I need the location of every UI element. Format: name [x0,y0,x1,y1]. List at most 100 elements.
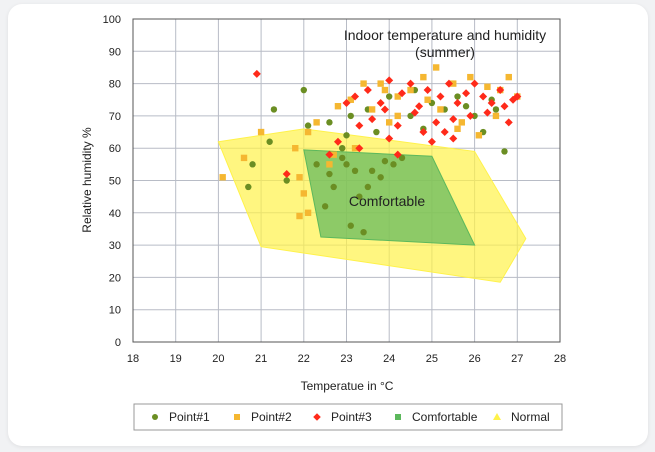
point-point3 [363,86,372,95]
point-point1 [326,119,333,126]
legend-marker-comfortable [395,414,401,420]
y-tick-label: 80 [109,79,121,91]
point-point3 [423,86,432,95]
y-tick-label: 70 [109,111,121,123]
legend-marker-normal [493,413,501,420]
region-comfortable [303,149,476,246]
point-point3 [432,118,441,127]
x-tick-label: 21 [255,353,267,365]
point-point1 [339,154,346,162]
point-point1 [381,157,389,165]
point-point3 [462,89,471,98]
x-axis-label: Temperatue in °C [301,379,394,393]
point-point1 [373,128,380,136]
point-point2 [360,80,367,87]
point-point3 [393,121,402,130]
point-point2 [313,119,320,126]
plot-frame [132,18,561,343]
point-point2 [219,174,226,181]
point-point3 [453,98,462,107]
x-tick-label: 28 [554,353,566,365]
point-point3 [398,89,407,98]
point-point3 [479,92,488,101]
point-point1 [501,148,508,155]
point-point1 [283,177,290,184]
point-point2 [292,145,299,152]
x-tick-label: 26 [468,353,480,365]
point-point3 [333,137,342,146]
legend-label: Point#1 [169,410,210,424]
point-point2 [300,190,307,197]
point-point2 [334,103,342,110]
point-point2 [330,151,337,158]
point-point3 [406,79,415,88]
point-point2 [432,64,440,71]
point-point1 [313,161,320,168]
point-point3 [385,134,394,143]
point-point2 [505,73,512,81]
y-tick-label: 90 [109,46,121,58]
point-point1 [462,103,470,110]
legend-label: Normal [511,410,550,424]
point-point1 [377,174,384,181]
point-point3 [282,170,291,179]
point-point1 [245,183,252,191]
point-point2 [458,119,465,126]
point-point1 [364,183,372,191]
y-tick-label: 50 [109,176,121,188]
point-point2 [424,96,431,103]
x-tick-label: 24 [383,353,395,365]
point-point1 [351,167,359,175]
point-point2 [296,212,303,220]
point-point2 [240,154,248,162]
point-point2 [351,145,359,152]
point-point1 [330,183,337,191]
tick-labels: 18 19 20 21 22 23 24 25 26 27 28 0 10 20 30 40 50 60 70 80 9… [103,14,566,365]
point-point3 [351,92,360,101]
point-point1 [347,222,354,229]
y-tick-label: 10 [109,305,121,317]
point-point2 [450,80,457,87]
legend-label: Point#2 [251,410,292,424]
point-point1 [407,112,414,120]
point-point2 [492,112,500,120]
point-point1 [390,161,397,168]
point-point1 [471,112,478,120]
point-point2 [475,132,483,139]
data-points [219,64,522,236]
point-point2 [326,161,333,168]
y-tick-label: 100 [103,14,121,26]
point-point3 [368,115,377,124]
point-point3 [513,92,522,101]
point-point2 [407,86,414,94]
legend-marker-point1 [152,414,158,420]
point-point3 [393,150,402,159]
legend-box [133,403,563,431]
x-tick-label: 19 [170,353,182,365]
point-point3 [385,76,394,85]
point-point1 [347,112,354,120]
point-point1 [343,161,350,168]
point-point3 [342,98,351,107]
point-point2 [296,174,303,181]
point-point1 [304,122,312,129]
point-point2 [368,106,376,113]
x-tick-label: 27 [511,353,523,365]
point-point3 [449,115,458,124]
legend-label: Comfortable [412,410,478,424]
x-tick-label: 22 [298,353,310,365]
point-point1 [321,203,329,210]
point-point1 [356,193,363,200]
point-point1 [454,93,461,100]
point-point3 [483,108,492,117]
point-point2 [467,73,474,81]
y-tick-label: 60 [109,143,121,155]
point-point2 [257,128,265,136]
point-point2 [304,209,312,216]
point-point3 [500,102,509,111]
point-point3 [470,79,479,88]
y-tick-label: 0 [115,337,121,349]
point-point1 [249,161,256,168]
point-point3 [355,144,364,153]
